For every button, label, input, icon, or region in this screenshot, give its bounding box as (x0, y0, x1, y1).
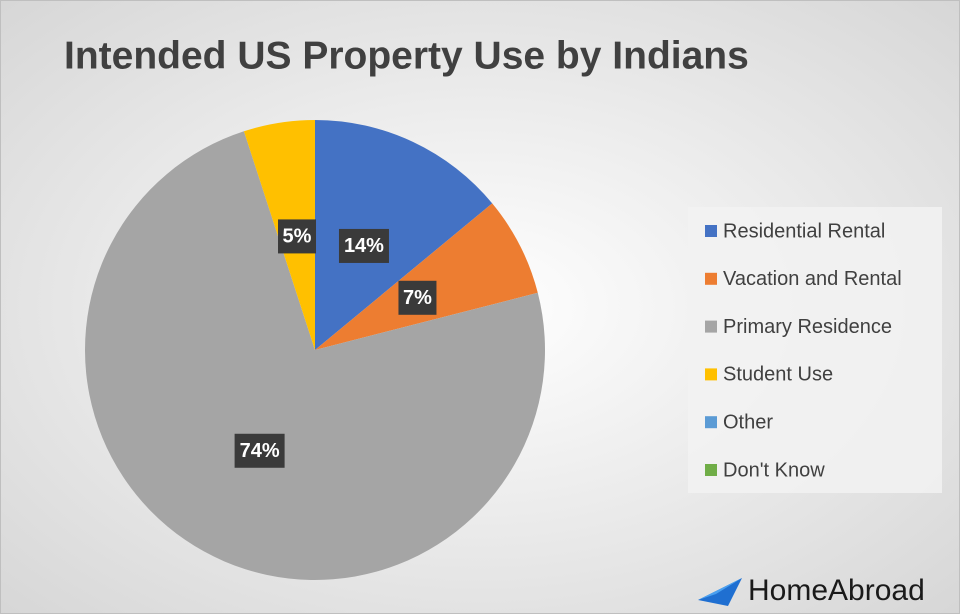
logo-icon (698, 578, 742, 600)
legend-swatch (705, 416, 717, 429)
legend-swatch (705, 272, 717, 285)
data-label: 7% (403, 287, 432, 309)
legend-swatch (705, 225, 717, 237)
pie-slice (84, 131, 546, 581)
logo-text: HomeAbroad (748, 574, 925, 607)
legend-swatch (705, 320, 717, 333)
data-label-box (234, 433, 285, 468)
legend-swatch (705, 368, 717, 381)
data-label: 14% (344, 235, 384, 257)
legend-label: Primary Residence (723, 316, 892, 338)
legend-label: Don't Know (723, 459, 825, 481)
chart-title: Intended US Property Use by Indians (64, 34, 749, 77)
data-label-box (338, 228, 389, 263)
legend-label: Vacation and Rental (723, 268, 902, 290)
logo: HomeAbroad (698, 574, 925, 607)
legend-label: Residential Rental (723, 220, 885, 242)
pie-slice (315, 203, 538, 350)
data-label: 5% (283, 226, 312, 248)
legend-swatch (705, 464, 717, 476)
legend-label: Other (723, 411, 773, 433)
data-label: 74% (240, 440, 280, 462)
pie-slice (315, 120, 493, 350)
data-label-box (278, 219, 317, 254)
logo-icon (698, 578, 742, 606)
data-label-box (398, 280, 437, 315)
legend-box (688, 207, 942, 493)
legend-label: Student Use (723, 364, 833, 386)
